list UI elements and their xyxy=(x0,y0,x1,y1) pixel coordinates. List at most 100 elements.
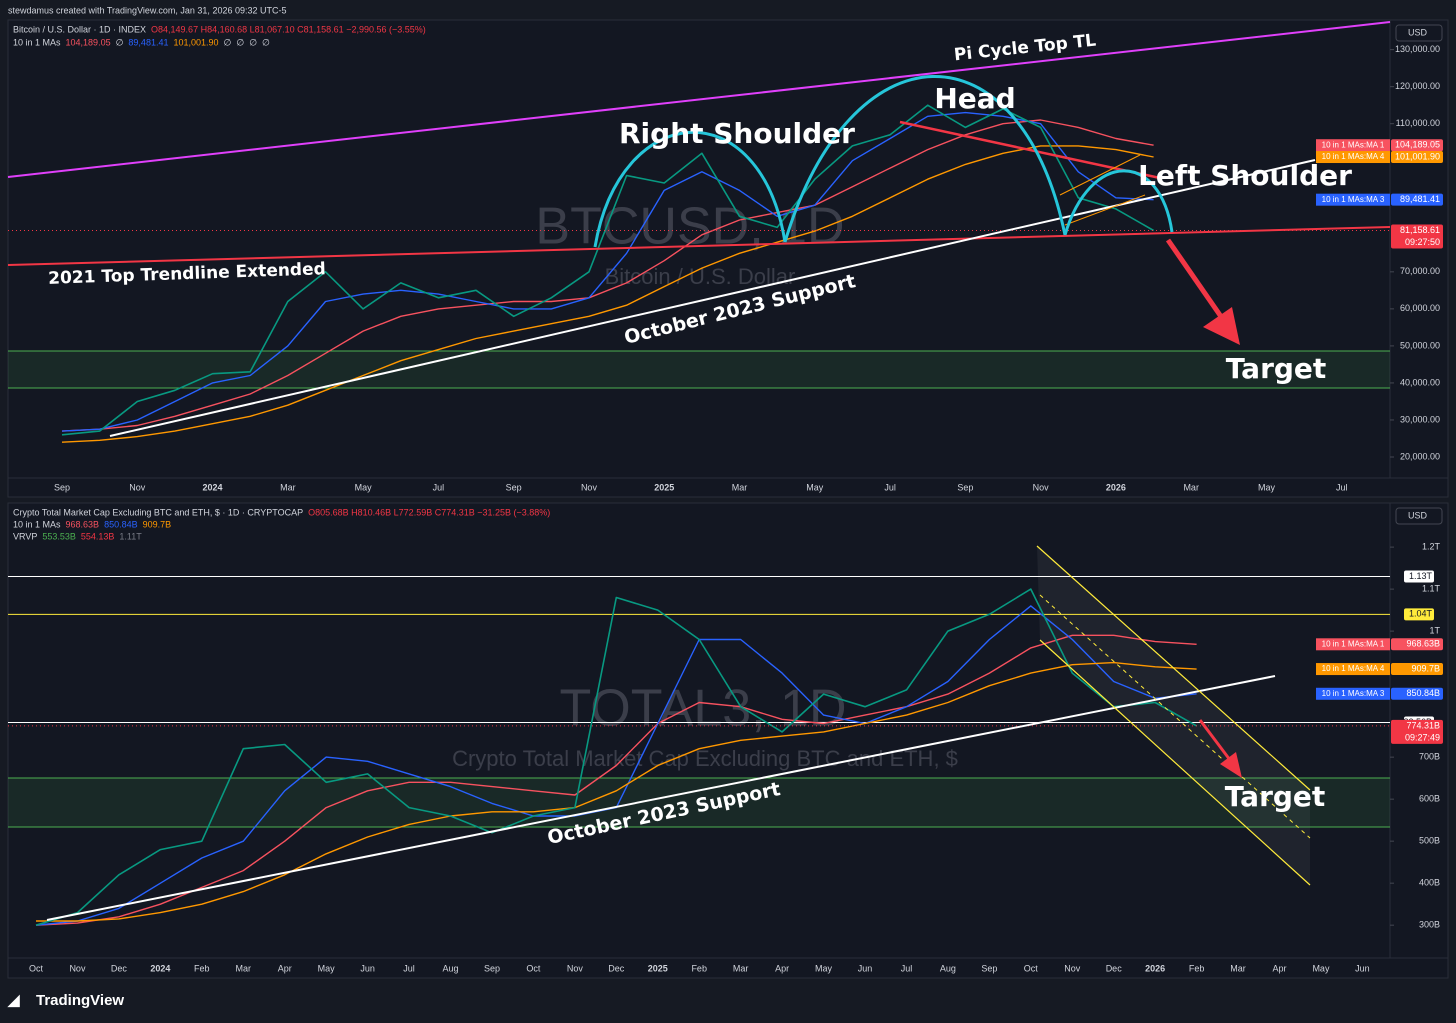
legend-text: VRVP xyxy=(13,531,37,541)
y-tick-label: 600B xyxy=(1419,794,1440,804)
price-tag xyxy=(1391,638,1443,651)
price-tag-label: 968.63B xyxy=(1406,639,1440,649)
x-tick-label: Oct xyxy=(526,963,541,973)
wedge-line xyxy=(1064,194,1146,226)
ma-tag-label: 10 in 1 MAs:MA 3 xyxy=(1322,689,1385,698)
price-tag xyxy=(1391,139,1443,152)
price-tag-time: 09:27:49 xyxy=(1405,732,1440,742)
ma-tag xyxy=(1316,663,1390,676)
ma-tag xyxy=(1316,687,1390,700)
price-tag-label: 774.31B xyxy=(1406,720,1440,730)
ma-tag-label: 10 in 1 MAs:MA 3 xyxy=(1322,195,1385,204)
x-tick-label: 2026 xyxy=(1145,963,1165,973)
legend-text: ∅ xyxy=(236,37,244,47)
x-tick-label: Jul xyxy=(403,963,415,973)
x-tick-label: 2025 xyxy=(648,963,668,973)
panel-bottom xyxy=(7,502,1449,979)
x-tick-label: Dec xyxy=(111,963,128,973)
y-tick-label: 20,000.00 xyxy=(1400,451,1440,461)
price-tag xyxy=(1391,224,1443,249)
ma-tag-label: 10 in 1 MAs:MA 1 xyxy=(1322,639,1385,648)
moving-average-line xyxy=(35,634,1197,926)
x-tick-label: 2025 xyxy=(654,482,674,492)
x-tick-label: May xyxy=(318,963,336,973)
support-line xyxy=(109,159,1316,437)
price-line xyxy=(35,588,1197,926)
price-tag xyxy=(1391,663,1443,676)
price-tag-label: 101,001.90 xyxy=(1395,151,1440,161)
currency-box xyxy=(1395,24,1443,42)
price-tag-label: 104,189.05 xyxy=(1395,140,1440,150)
caption: stewdamus created with TradingView.com, … xyxy=(8,5,286,15)
x-tick-label: Jul xyxy=(901,963,913,973)
x-tick-label: May xyxy=(1312,963,1330,973)
y-tick-label: 1T xyxy=(1429,625,1440,635)
x-tick-label: May xyxy=(815,963,833,973)
x-tick-label: Sep xyxy=(484,963,500,973)
brand-logo: ◢ xyxy=(7,992,20,1009)
x-tick-label: Aug xyxy=(940,963,956,973)
price-tag-label: 850.84B xyxy=(1406,688,1440,698)
level-tag xyxy=(1404,570,1434,583)
ma-tag-label: 10 in 1 MAs:MA 1 xyxy=(1322,140,1385,149)
price-tag xyxy=(1391,151,1443,164)
y-tick-label: 130,000.00 xyxy=(1395,44,1440,54)
legend-text: 1.11T xyxy=(119,531,142,541)
price-tag-label: 81,158.61 xyxy=(1400,225,1440,235)
y-tick-label: 40,000.00 xyxy=(1400,377,1440,387)
target-zone xyxy=(8,351,1390,388)
legend-text: ∅ xyxy=(116,37,124,47)
x-tick-label: Sep xyxy=(506,482,522,492)
channel-line xyxy=(1036,545,1311,791)
x-tick-label: Apr xyxy=(278,963,292,973)
x-tick-label: Dec xyxy=(1106,963,1123,973)
ma-tag xyxy=(1316,139,1390,152)
legend-text: Crypto Total Market Cap Excluding BTC an… xyxy=(13,507,303,517)
price-tag-label: 89,481.41 xyxy=(1400,194,1440,204)
x-tick-label: Mar xyxy=(732,482,748,492)
annotation: Target xyxy=(1225,780,1326,813)
wedge-line xyxy=(1059,154,1141,196)
level-label: 1.13T xyxy=(1409,571,1433,581)
price-line xyxy=(61,104,1154,436)
shoulder-arc xyxy=(593,130,787,248)
x-tick-label: Mar xyxy=(1183,482,1199,492)
head-arc xyxy=(783,75,1067,243)
pi-cycle-line xyxy=(7,21,1391,178)
legend-text: 10 in 1 MAs xyxy=(13,37,61,47)
x-tick-label: Sep xyxy=(54,482,70,492)
arrow-shaft xyxy=(1198,719,1232,761)
arrow-shaft xyxy=(1165,238,1225,320)
x-tick-label: May xyxy=(355,482,373,492)
x-tick-label: Feb xyxy=(1189,963,1205,973)
x-tick-label: Oct xyxy=(1024,963,1039,973)
x-tick-label: Apr xyxy=(775,963,789,973)
x-tick-label: May xyxy=(1258,482,1276,492)
x-tick-label: Dec xyxy=(608,963,625,973)
x-tick-label: Nov xyxy=(1064,963,1081,973)
channel-line xyxy=(1039,639,1311,886)
currency: USD xyxy=(1408,510,1428,520)
x-tick-label: Sep xyxy=(957,482,973,492)
legend-text: 89,481.41 xyxy=(128,37,168,47)
watermark-subtitle: Crypto Total Market Cap Excluding BTC an… xyxy=(452,746,958,771)
x-tick-label: 2026 xyxy=(1106,482,1126,492)
currency-box xyxy=(1395,507,1443,525)
brand: TradingView xyxy=(36,992,124,1009)
legend-text: O805.68B H810.46B L772.59B C774.31B −31.… xyxy=(308,507,550,517)
level-tag xyxy=(1404,608,1434,621)
x-tick-label: Jul xyxy=(1336,482,1348,492)
target-zone xyxy=(8,778,1390,827)
ma-tag xyxy=(1316,193,1390,206)
y-tick-label: 60,000.00 xyxy=(1400,303,1440,313)
ma-tag-label: 10 in 1 MAs:MA 4 xyxy=(1322,664,1385,673)
x-tick-label: Jun xyxy=(360,963,375,973)
y-tick-label: 30,000.00 xyxy=(1400,414,1440,424)
x-tick-label: Nov xyxy=(1033,482,1050,492)
x-tick-label: Mar xyxy=(1230,963,1246,973)
moving-average-line xyxy=(61,111,1154,432)
legend-text: ∅ xyxy=(262,37,270,47)
